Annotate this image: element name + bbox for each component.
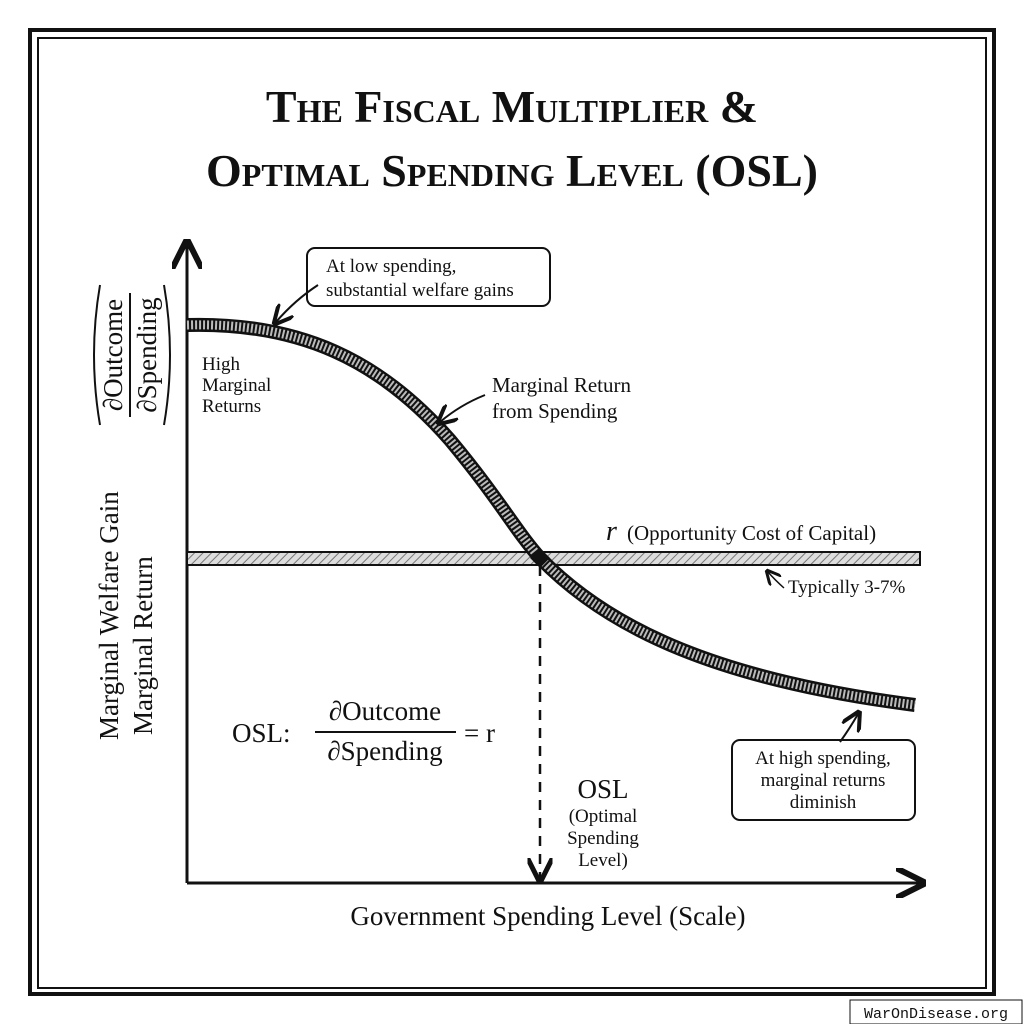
callout-text: substantial welfare gains (326, 280, 514, 301)
curve-label: Marginal Return (492, 373, 632, 397)
fraction-denominator: ∂Spending (132, 297, 162, 412)
title-line: The Fiscal Multiplier & (266, 81, 758, 132)
y-axis-fraction: ∂Outcome ∂Spending (93, 284, 171, 426)
callout-box (306, 247, 551, 307)
watermark-box (849, 999, 1023, 1024)
curve (186, 320, 916, 710)
osl-sub: Level) (578, 850, 628, 871)
callout-arrow (276, 284, 319, 322)
curve-label: from Spending (492, 399, 618, 423)
callout-text: At low spending, (326, 256, 456, 277)
label: High (202, 354, 241, 375)
r-label: (Opportunity Cost of Capital) (627, 521, 876, 545)
paren (163, 284, 171, 426)
watermark: WarOnDisease.org (864, 1006, 1008, 1023)
label: Returns (202, 396, 261, 417)
osl-sub: Spending (567, 828, 639, 849)
callout-text: marginal returns (761, 770, 886, 791)
inner-frame (37, 37, 987, 989)
callout-text: diminish (790, 792, 857, 813)
formula-prefix: OSL: (232, 718, 291, 748)
outer-frame (28, 28, 996, 996)
curve-arrow (440, 394, 486, 422)
callout-box (731, 739, 916, 821)
y-axis-label: Marginal Return (128, 556, 158, 735)
formula-denominator: ∂Spending (327, 736, 442, 766)
osl-label: OSL (577, 774, 628, 804)
y-axis-label: Marginal Welfare Gain (94, 491, 124, 740)
paren (93, 284, 101, 426)
r-symbol: r (606, 516, 617, 547)
r-range: Typically 3-7% (788, 577, 906, 598)
fraction-numerator: ∂Outcome (98, 299, 128, 411)
formula-suffix: = r (464, 718, 495, 748)
callout-text: At high spending, (755, 748, 891, 769)
callout-arrow (839, 714, 858, 743)
title-line: Optimal Spending Level (OSL) (206, 145, 818, 196)
x-axis-label: Government Spending Level (Scale) (350, 901, 745, 931)
label: Marginal (202, 375, 271, 396)
osl-sub: (Optimal (569, 806, 638, 827)
r-range-arrow (768, 572, 785, 589)
osl-point (530, 548, 550, 568)
formula-numerator: ∂Outcome (329, 696, 441, 726)
